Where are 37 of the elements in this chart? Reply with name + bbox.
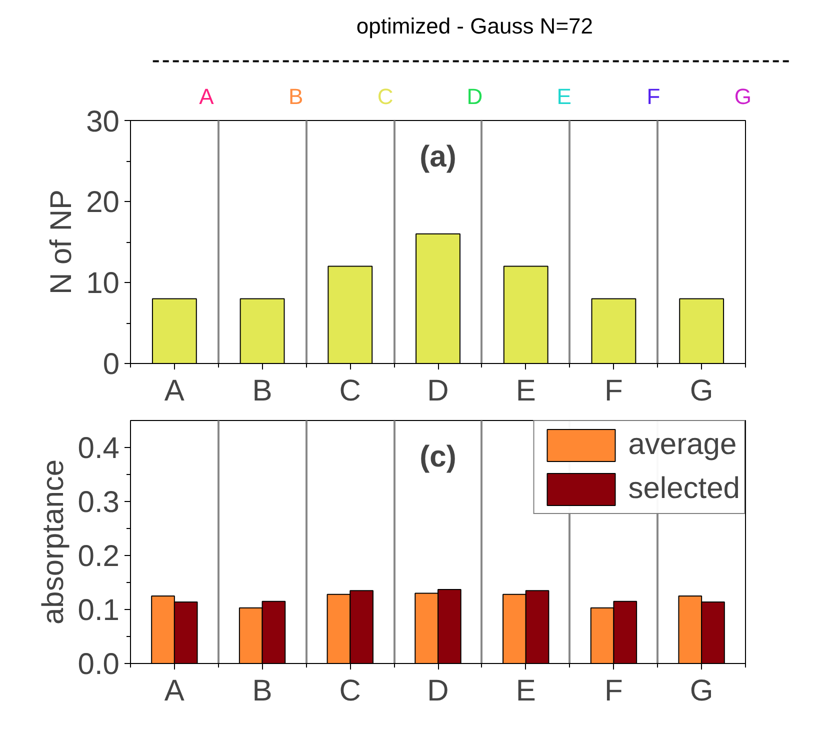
x-tick-label: F	[604, 674, 623, 708]
y-tick-label: 20	[86, 186, 120, 219]
category-label: G	[734, 84, 752, 109]
x-tick-label: C	[339, 674, 361, 708]
y-axis-title: N of NP	[45, 189, 78, 295]
text: (c)	[420, 440, 456, 474]
x-tick-label: E	[516, 374, 536, 408]
category-label: B	[288, 84, 304, 109]
x-tick-label: A	[164, 674, 184, 708]
x-tick-label: G	[690, 374, 714, 408]
x-tick-label: D	[427, 674, 449, 708]
y-tick-label: 30	[86, 106, 120, 138]
y-tick-label: 0.1	[78, 594, 120, 627]
category-label: E	[556, 84, 572, 109]
x-tick-label: B	[252, 674, 272, 708]
y-tick-label: 0.2	[78, 540, 120, 573]
category-label: F	[646, 84, 660, 109]
category-label: A	[199, 84, 214, 109]
x-tick-label: G	[690, 674, 714, 708]
category-label: C	[377, 84, 394, 109]
x-tick-label: A	[164, 374, 184, 408]
x-tick-label: E	[516, 674, 536, 708]
x-tick-label: C	[339, 374, 361, 408]
y-tick-label: 0.4	[78, 432, 120, 465]
y-tick-label: 0.0	[78, 648, 120, 681]
y-axis-title: absorptance	[36, 459, 70, 625]
y-tick-label: 10	[86, 267, 120, 300]
text: (a)	[420, 140, 456, 174]
x-tick-label: D	[427, 374, 449, 408]
category-label: D	[466, 84, 483, 109]
text: optimized - Gauss N=72	[356, 13, 594, 38]
y-tick-label: 0	[102, 348, 120, 381]
legend-label: selected	[628, 472, 740, 506]
y-tick-label: 0.3	[78, 486, 120, 519]
x-tick-label: F	[604, 374, 623, 408]
x-tick-label: B	[252, 374, 272, 408]
legend-label: average	[628, 428, 737, 462]
